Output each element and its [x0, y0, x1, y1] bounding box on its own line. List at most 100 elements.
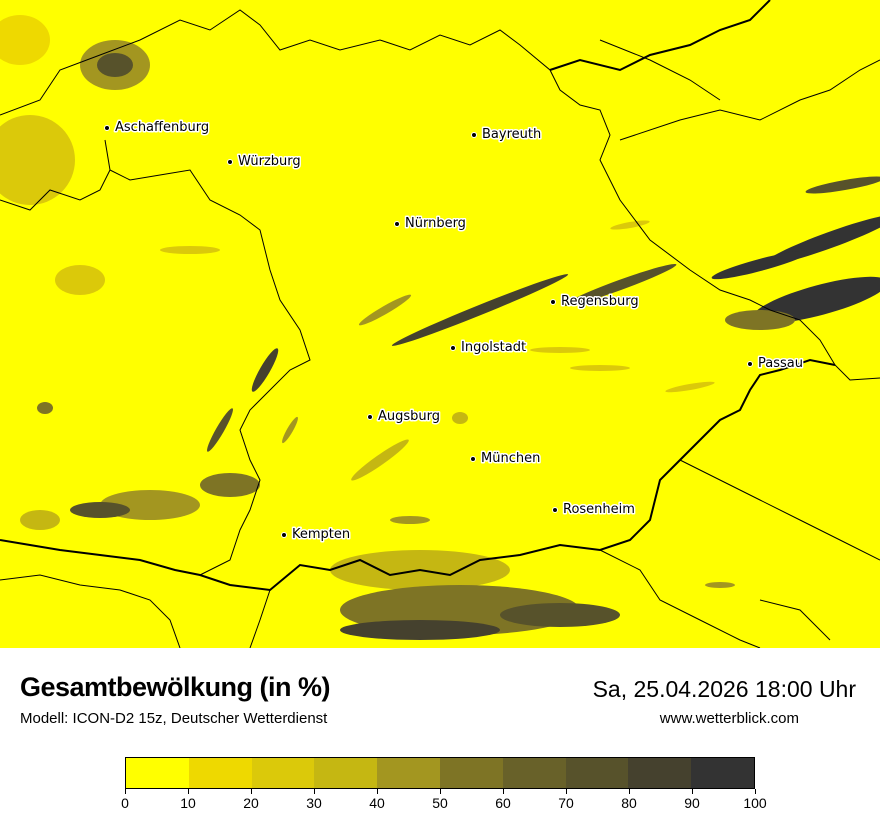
cloud-area [340, 620, 500, 640]
legend-tick [566, 789, 567, 794]
legend-swatch [691, 758, 754, 788]
cloud-area [530, 347, 590, 353]
state-border-bw [104, 139, 311, 576]
city-dot [747, 361, 753, 367]
cloud-area [358, 294, 412, 326]
cloud-area [610, 220, 650, 230]
cloud-area [282, 416, 298, 444]
country-border-czech [549, 0, 771, 72]
city-dot [552, 507, 558, 513]
legend-swatch [628, 758, 692, 788]
city-nürnberg: Nürnberg [394, 215, 467, 233]
country-border-austria [0, 358, 836, 592]
legend-tick-label: 70 [558, 795, 574, 811]
legend-swatch [126, 758, 189, 788]
legend-ticks: 0 10 20 30 40 50 60 70 80 90 100 [121, 789, 767, 819]
city-passau: Passau [747, 355, 804, 373]
legend-tick-label: 100 [743, 795, 767, 811]
cloud-area [500, 603, 620, 627]
legend-swatch [502, 758, 566, 788]
city-dot [450, 345, 456, 351]
cloud-area [391, 274, 569, 346]
legend-tick-label: 80 [621, 795, 637, 811]
cloud-areas [0, 15, 880, 640]
legend-tick [125, 789, 126, 794]
website-link[interactable]: www.wetterblick.com [659, 710, 799, 727]
city-aschaffenburg: Aschaffenburg [104, 119, 211, 137]
cloud-area [55, 265, 105, 295]
cloud-cover-map: Aschaffenburg Würzburg Bayreuth Nürnberg Reg… [0, 0, 880, 648]
legend-tick-label: 60 [495, 795, 511, 811]
cloud-area [570, 365, 630, 371]
city-dot [394, 221, 400, 227]
legend-tick [629, 789, 630, 794]
cloud-area [390, 516, 430, 524]
city-label: Kempten [292, 527, 350, 542]
legend-tick [755, 789, 756, 794]
border-austria-inner [249, 459, 880, 648]
city-dot [367, 414, 373, 420]
city-bayreuth: Bayreuth [471, 126, 543, 144]
city-dot [281, 532, 287, 538]
city-münchen: München [470, 450, 542, 468]
legend-tick-label: 90 [684, 795, 700, 811]
border-czech-inner [599, 39, 880, 141]
cloud-area [37, 402, 53, 414]
map-title: Gesamtbewölkung (in %) [20, 672, 331, 702]
forecast-datetime: Sa, 25.04.2026 18:00 Uhr [592, 676, 856, 702]
city-dot [550, 299, 556, 305]
city-label: Nürnberg [405, 216, 466, 231]
legend-swatch [439, 758, 503, 788]
city-augsburg: Augsburg [367, 408, 442, 426]
legend-tick-label: 10 [180, 795, 196, 811]
cloud-area [805, 176, 880, 194]
legend-swatch [377, 758, 440, 788]
cloud-area [97, 53, 133, 77]
legend-tick [692, 789, 693, 794]
city-würzburg: Würzburg [227, 153, 302, 171]
cloud-area [0, 15, 50, 65]
city-dot [104, 125, 110, 131]
legend-swatch [251, 758, 315, 788]
state-border-bavaria [0, 9, 880, 381]
city-ingolstadt: Ingolstadt [450, 339, 528, 357]
cloud-area [251, 348, 279, 392]
cloud-area [207, 408, 233, 452]
city-label: München [481, 451, 540, 466]
cloud-area [160, 246, 220, 254]
city-label: Würzburg [238, 154, 301, 169]
legend-tick [440, 789, 441, 794]
city-kempten: Kempten [281, 526, 352, 544]
city-label: Aschaffenburg [115, 120, 209, 135]
cloud-area [563, 263, 677, 307]
cloud-area [70, 502, 130, 518]
cloud-area [752, 276, 880, 324]
city-dot [227, 159, 233, 165]
cloud-area [725, 310, 795, 330]
city-label: Passau [758, 356, 803, 371]
border-switzerland [0, 574, 181, 648]
legend-swatch [565, 758, 629, 788]
cloud-area [351, 439, 409, 481]
cloud-area [20, 510, 60, 530]
legend-tick [314, 789, 315, 794]
city-regensburg: Regensburg [550, 293, 640, 311]
borders [0, 0, 880, 648]
city-label: Bayreuth [482, 127, 541, 142]
cloud-area [452, 412, 468, 424]
city-label: Augsburg [378, 409, 440, 424]
cloud-area [705, 582, 735, 588]
legend-tick-label: 0 [121, 795, 129, 811]
legend-swatch [188, 758, 252, 788]
model-info: Modell: ICON-D2 15z, Deutscher Wetterdie… [20, 710, 328, 727]
legend-tick [251, 789, 252, 794]
legend-swatch [314, 758, 378, 788]
city-rosenheim: Rosenheim [552, 501, 636, 519]
cloud-area [665, 381, 715, 393]
legend-tick [377, 789, 378, 794]
legend-tick-label: 20 [243, 795, 259, 811]
cloud-area [711, 250, 809, 280]
city-markers: Aschaffenburg Würzburg Bayreuth Nürnberg Reg… [104, 119, 804, 544]
city-dot [471, 132, 477, 138]
legend-tick-label: 40 [369, 795, 385, 811]
